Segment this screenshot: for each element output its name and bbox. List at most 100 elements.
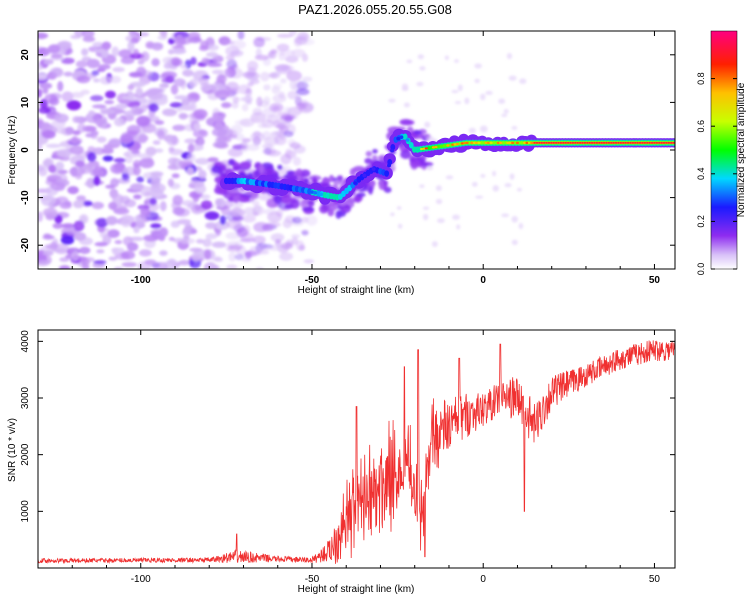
spectrogram-cell	[422, 206, 430, 210]
spectrogram-cell	[282, 219, 292, 229]
spectrogram-cell	[239, 232, 254, 242]
spectrogram-cell	[133, 165, 141, 176]
track-peak	[586, 142, 589, 144]
snr-y-ticks: 1000 2000 3000 4000	[20, 330, 675, 522]
spectrogram-cell	[38, 73, 48, 78]
spectrogram-cell	[252, 115, 260, 123]
spectrogram-cell	[241, 103, 249, 112]
spectrogram-cell	[225, 55, 235, 61]
spectrogram-cell	[244, 88, 252, 98]
track-peak	[658, 142, 661, 144]
spectrogram-cell	[138, 153, 153, 159]
spectrogram-cell	[118, 49, 133, 59]
spectrogram-cell	[159, 31, 168, 36]
spectrogram-cell	[503, 109, 509, 114]
spectrogram-cell	[111, 46, 119, 57]
spectrogram-cell	[262, 147, 277, 156]
track-peak	[569, 142, 572, 144]
snr-plot-area	[38, 330, 675, 568]
colorbar-scale	[710, 30, 738, 270]
spectrogram-cell	[167, 178, 174, 187]
spectrogram-cell	[328, 174, 335, 183]
track-peak	[535, 142, 539, 144]
spectrogram-cell	[230, 49, 244, 58]
spectrogram-cell	[191, 255, 201, 262]
spectrogram-cell	[471, 181, 478, 187]
spectrogram-cell	[424, 121, 431, 128]
track-core	[463, 141, 467, 145]
spectrogram-cell	[254, 54, 270, 61]
spectrogram-cell	[211, 127, 228, 137]
spectrogram-cell	[207, 157, 219, 163]
spectrogram-cell	[69, 137, 83, 145]
track-band-inner	[387, 163, 392, 168]
spectrogram-cell	[216, 74, 227, 84]
track-peak	[667, 142, 671, 144]
track-peak	[672, 142, 675, 144]
spectrogram-cell	[207, 62, 223, 67]
track-core	[460, 142, 464, 145]
spectrogram-cell	[277, 33, 293, 38]
spectrogram-cell	[231, 201, 244, 208]
spectrogram-cell	[435, 185, 442, 191]
spectrogram-cell	[468, 127, 476, 134]
spectrogram-cell	[159, 250, 168, 256]
spectrogram-cell	[231, 101, 239, 109]
track-peak	[566, 142, 570, 144]
track-peak	[629, 142, 632, 144]
spectrogram-cell	[245, 73, 259, 81]
spectrogram-cell	[206, 51, 219, 58]
spectrogram-cell	[498, 98, 506, 104]
spectrogram-cell	[140, 51, 150, 62]
spectrogram-cell	[241, 138, 251, 143]
spectrogram-cell	[419, 184, 425, 189]
snr-x-label: Height of straight line (km)	[298, 584, 415, 595]
spectrogram-cell	[519, 78, 527, 84]
spectrogram-cell	[475, 195, 484, 199]
track-peak	[655, 142, 659, 144]
spectrogram-cell	[290, 233, 301, 239]
spectrogram-cell	[110, 163, 126, 175]
track-band-inner	[442, 144, 447, 148]
snr-frame	[37, 329, 676, 569]
spectrogram-cell	[47, 44, 61, 54]
spectrogram-cell	[243, 207, 256, 216]
spectrogram-cell	[289, 79, 297, 90]
spectrogram-cell	[400, 149, 412, 159]
snr-y-tick-label: 2000	[20, 443, 31, 466]
spectrogram-cell	[253, 36, 265, 48]
spectrogram-cell	[270, 131, 279, 136]
spectrogram-cell	[77, 255, 87, 262]
spectrogram-cell	[286, 70, 302, 82]
spectrogram-cell	[378, 179, 384, 190]
spectrogram-cell	[227, 147, 243, 158]
track-core	[434, 145, 438, 149]
spectrogram-cell	[506, 52, 513, 60]
spectrogram-cell	[94, 241, 108, 247]
track-peak	[595, 142, 599, 144]
spectrogram-cell	[81, 48, 89, 56]
spectrogram-cell	[335, 210, 342, 219]
colorbar-tick-label: 0.6	[696, 120, 706, 133]
spectrogram-cell	[92, 166, 108, 177]
spectrogram-cell	[333, 179, 345, 185]
spectrogram-cell	[178, 159, 193, 168]
spectrogram-cell	[221, 102, 232, 109]
spectrogram-cell	[139, 208, 151, 216]
spectrogram-cell	[219, 215, 226, 225]
spectrogram-cell	[307, 200, 315, 207]
spectrogram-cell	[319, 204, 329, 214]
track-peak	[552, 142, 555, 144]
track-band-outer	[383, 153, 396, 165]
spectrogram-cell	[59, 202, 72, 209]
spectrogram-cell	[454, 59, 459, 63]
spectrogram-cell	[152, 140, 161, 145]
spectrogram-cell	[273, 70, 282, 76]
spectrogram-cell	[480, 174, 486, 178]
spectrogram-cell	[41, 130, 56, 139]
spectrogram-cell	[81, 264, 90, 269]
spectrogram-cell	[154, 148, 164, 153]
spectrogram-cell	[419, 66, 426, 71]
spectrogram-cell	[76, 75, 91, 84]
